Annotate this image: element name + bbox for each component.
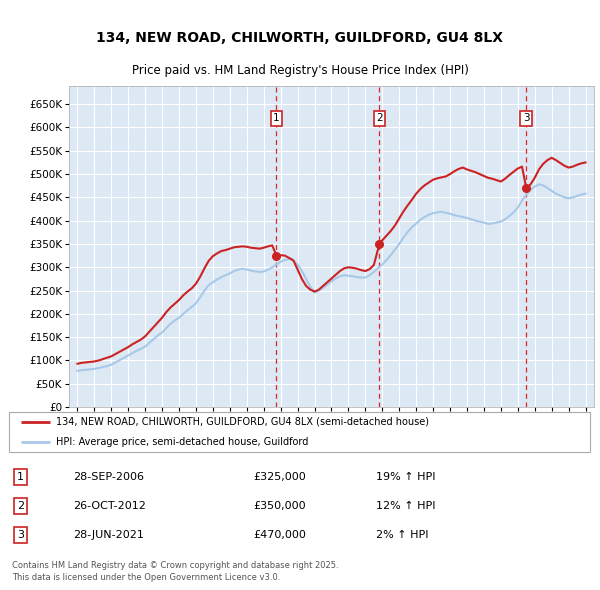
Text: 134, NEW ROAD, CHILWORTH, GUILDFORD, GU4 8LX: 134, NEW ROAD, CHILWORTH, GUILDFORD, GU4…: [97, 31, 503, 45]
Text: Price paid vs. HM Land Registry's House Price Index (HPI): Price paid vs. HM Land Registry's House …: [131, 64, 469, 77]
Text: Contains HM Land Registry data © Crown copyright and database right 2025.
This d: Contains HM Land Registry data © Crown c…: [12, 560, 338, 582]
Text: 26-OCT-2012: 26-OCT-2012: [74, 501, 146, 511]
Text: 28-JUN-2021: 28-JUN-2021: [74, 530, 145, 540]
Text: 3: 3: [523, 113, 530, 123]
Text: 12% ↑ HPI: 12% ↑ HPI: [376, 501, 436, 511]
Text: 2% ↑ HPI: 2% ↑ HPI: [376, 530, 429, 540]
FancyBboxPatch shape: [9, 412, 590, 452]
Text: 3: 3: [17, 530, 24, 540]
Text: 1: 1: [273, 113, 280, 123]
Text: HPI: Average price, semi-detached house, Guildford: HPI: Average price, semi-detached house,…: [56, 437, 308, 447]
Text: 1: 1: [17, 472, 24, 481]
Text: £325,000: £325,000: [253, 472, 306, 481]
Text: £350,000: £350,000: [253, 501, 305, 511]
Text: 2: 2: [17, 501, 24, 511]
Text: 2: 2: [376, 113, 383, 123]
Text: 28-SEP-2006: 28-SEP-2006: [74, 472, 145, 481]
Text: £470,000: £470,000: [253, 530, 306, 540]
Text: 19% ↑ HPI: 19% ↑ HPI: [376, 472, 436, 481]
Text: 134, NEW ROAD, CHILWORTH, GUILDFORD, GU4 8LX (semi-detached house): 134, NEW ROAD, CHILWORTH, GUILDFORD, GU4…: [56, 417, 429, 427]
